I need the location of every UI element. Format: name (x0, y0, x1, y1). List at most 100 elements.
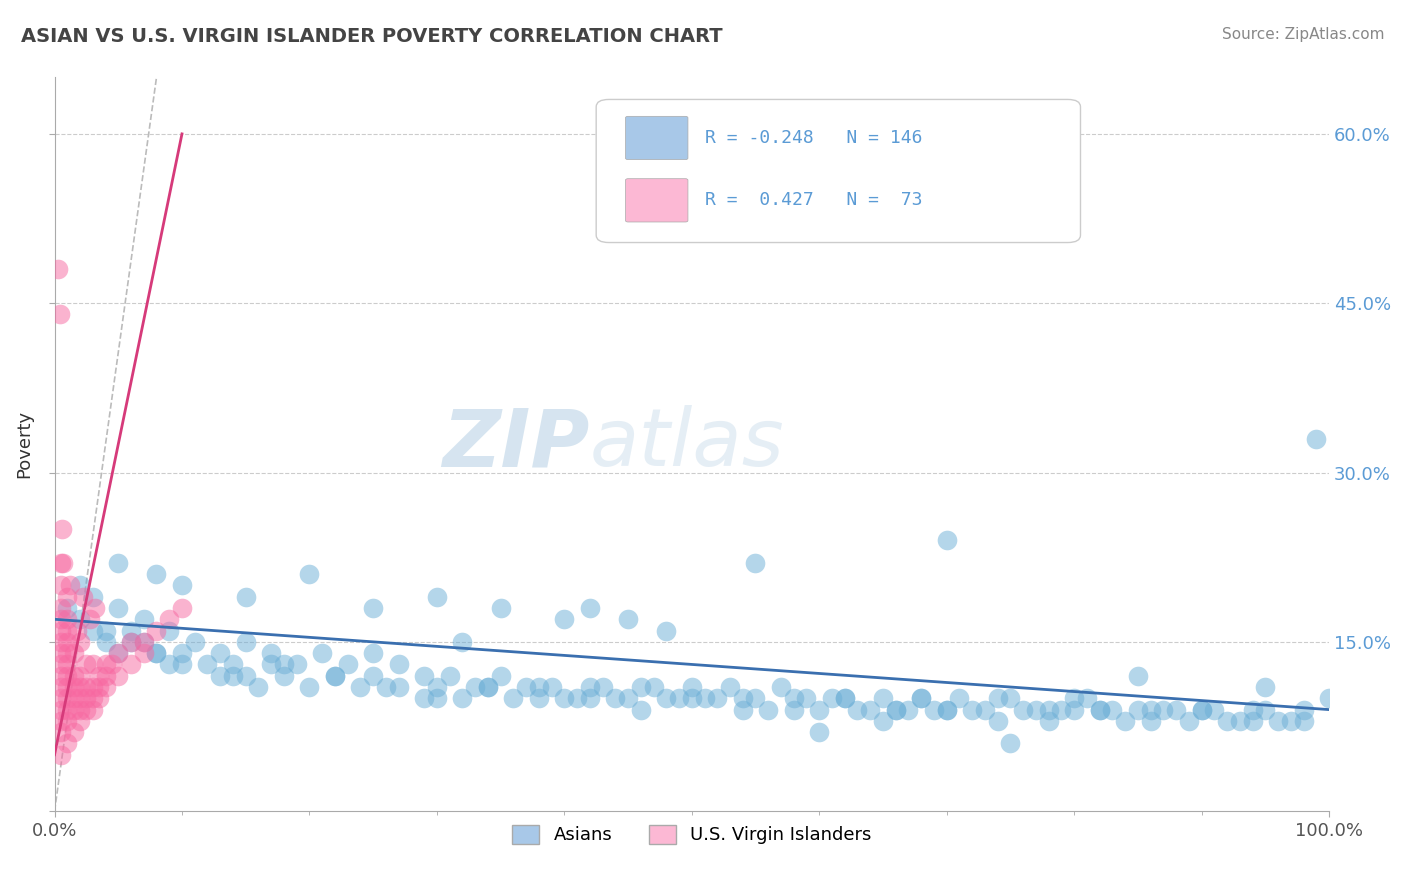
Point (1241, 714, 1264, 728)
Point (910, 691, 932, 706)
Point (75, 657, 97, 672)
Point (62, 646, 84, 660)
Point (426, 590, 449, 604)
Point (49, 646, 72, 660)
Point (361, 669, 384, 683)
Point (655, 691, 678, 706)
FancyBboxPatch shape (596, 99, 1080, 243)
Point (718, 680, 741, 694)
Point (48, 308, 70, 322)
Point (56, 590, 79, 604)
Point (69, 635, 91, 649)
Point (553, 612, 575, 626)
Point (502, 691, 524, 706)
Point (413, 691, 436, 706)
Point (668, 691, 690, 706)
Point (859, 703, 882, 717)
Point (56, 736, 79, 750)
Point (897, 703, 920, 717)
Point (527, 691, 550, 706)
Point (298, 680, 321, 694)
Point (605, 691, 627, 706)
Point (655, 624, 678, 638)
Point (145, 646, 167, 660)
Point (643, 680, 665, 694)
Text: R = -0.248   N = 146: R = -0.248 N = 146 (704, 128, 922, 146)
Point (107, 556, 129, 570)
Point (49, 747, 72, 762)
Point (132, 635, 155, 649)
Point (260, 657, 283, 672)
Point (973, 703, 995, 717)
Point (922, 703, 945, 717)
Point (617, 612, 640, 626)
Text: ZIP: ZIP (443, 405, 589, 483)
Point (170, 646, 193, 660)
Point (89, 691, 111, 706)
Point (960, 703, 983, 717)
Point (1191, 703, 1213, 717)
Point (75, 691, 97, 706)
Point (62, 703, 84, 717)
Point (731, 691, 754, 706)
Point (1292, 703, 1315, 717)
Point (62, 669, 84, 683)
Point (361, 646, 384, 660)
Point (49, 680, 72, 694)
Legend: Asians, U.S. Virgin Islanders: Asians, U.S. Virgin Islanders (503, 816, 880, 854)
Point (630, 680, 652, 694)
Point (1114, 714, 1136, 728)
Point (89, 669, 111, 683)
Point (247, 680, 270, 694)
Point (170, 601, 193, 615)
Point (769, 680, 792, 694)
Point (527, 680, 550, 694)
Point (82, 657, 104, 672)
Point (592, 680, 614, 694)
Point (1012, 703, 1035, 717)
Point (1241, 703, 1264, 717)
Point (439, 669, 461, 683)
Point (56, 703, 79, 717)
Point (260, 646, 283, 660)
Point (120, 635, 142, 649)
Point (49, 703, 72, 717)
Point (693, 691, 716, 706)
Point (170, 657, 193, 672)
Point (884, 703, 907, 717)
Point (1152, 703, 1174, 717)
Point (834, 691, 856, 706)
Point (56, 657, 79, 672)
Point (75, 680, 97, 694)
Point (157, 657, 180, 672)
Point (1126, 669, 1149, 683)
Text: ASIAN VS U.S. VIRGIN ISLANDER POVERTY CORRELATION CHART: ASIAN VS U.S. VIRGIN ISLANDER POVERTY CO… (21, 27, 723, 45)
Point (69, 669, 91, 683)
Text: R =  0.427   N =  73: R = 0.427 N = 73 (704, 191, 922, 209)
Point (62, 680, 84, 694)
Point (808, 703, 831, 717)
Point (1139, 703, 1161, 717)
Point (681, 691, 703, 706)
Point (49, 691, 72, 706)
Point (1063, 703, 1085, 717)
Point (59, 578, 82, 592)
Point (1038, 714, 1060, 728)
FancyBboxPatch shape (626, 178, 688, 222)
Point (48, 262, 70, 277)
Point (94, 657, 117, 672)
Point (69, 612, 91, 626)
Point (1139, 714, 1161, 728)
Point (94, 624, 117, 638)
Point (56, 680, 79, 694)
Point (1204, 703, 1226, 717)
Point (82, 703, 104, 717)
Point (489, 601, 512, 615)
Point (183, 635, 205, 649)
Point (1126, 703, 1149, 717)
Point (388, 657, 411, 672)
Point (101, 657, 124, 672)
Point (120, 657, 142, 672)
Point (617, 691, 640, 706)
Point (69, 578, 91, 592)
